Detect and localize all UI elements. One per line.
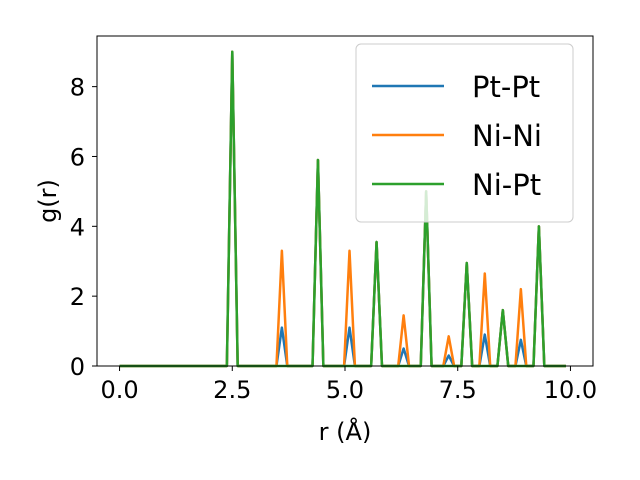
x-axis-label: r (Å) <box>319 417 372 446</box>
legend-label-ni-ni: Ni-Ni <box>472 119 542 153</box>
y-axis-label: g(r) <box>34 179 62 223</box>
x-tick-label: 5.0 <box>326 376 364 404</box>
x-tick-label: 2.5 <box>213 376 251 404</box>
ticks-layer: 0.0 2.5 5.0 7.5 10.0 0 2 4 6 8 <box>70 74 597 404</box>
legend-box <box>355 43 574 223</box>
legend-label-pt-pt: Pt-Pt <box>472 70 540 104</box>
y-tick-label: 8 <box>70 74 85 102</box>
y-tick-label: 0 <box>70 353 85 381</box>
x-tick-label: 10.0 <box>544 376 597 404</box>
y-tick-label: 2 <box>70 283 85 311</box>
legend: Pt-Pt Ni-Ni Ni-Pt <box>355 43 574 223</box>
legend-label-ni-pt: Ni-Pt <box>472 168 541 202</box>
y-tick-label: 6 <box>70 143 85 171</box>
y-tick-label: 4 <box>70 213 85 241</box>
x-tick-label: 0.0 <box>100 376 138 404</box>
x-tick-label: 7.5 <box>439 376 477 404</box>
